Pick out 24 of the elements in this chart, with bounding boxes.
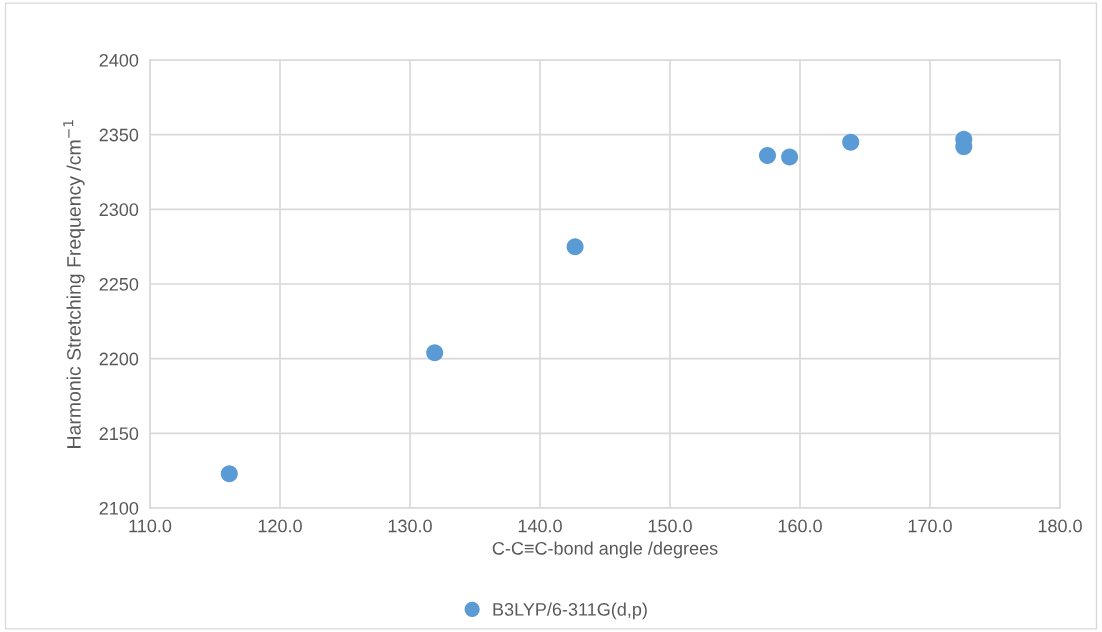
- x-tick-label: 160.0: [778, 519, 822, 533]
- x-tick-label: 120.0: [258, 519, 302, 533]
- y-axis-title: Harmonic Stretching Frequency /cm$^{−1}$: [63, 120, 85, 448]
- x-axis-title: C-C≡C-bond angle /degrees: [492, 541, 718, 559]
- y-tick-label: 2350: [99, 128, 139, 142]
- x-tick-label: 130.0: [388, 519, 432, 533]
- y-tick-label: 2200: [99, 352, 139, 366]
- point: [758, 147, 777, 165]
- point: [220, 465, 238, 483]
- y-tick-label: 2400: [99, 53, 139, 67]
- y-tick-label: 2100: [99, 501, 139, 515]
- legend-label: B3LYP/6-311G(d,p): [493, 602, 647, 620]
- point: [781, 148, 799, 166]
- y-tick-label: 2300: [99, 203, 139, 217]
- y-tick-label: 2250: [99, 277, 139, 291]
- point: [426, 344, 444, 362]
- x-tick-label: 110.0: [129, 519, 172, 533]
- x-tick-label: 180.0: [1038, 519, 1082, 533]
- x-tick-label: 150.0: [648, 519, 692, 533]
- y-tick-label: 2150: [99, 427, 139, 441]
- point: [842, 133, 860, 151]
- x-tick-label: 140.0: [518, 519, 562, 533]
- point: [566, 238, 584, 256]
- x-tick-label: 170.0: [908, 519, 952, 533]
